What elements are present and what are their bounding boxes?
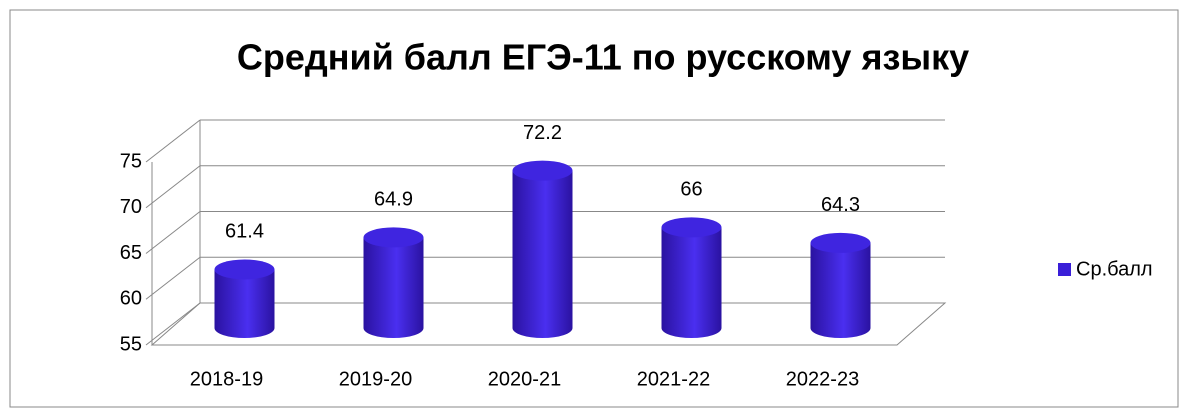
chart-border	[9, 9, 1179, 408]
y-tick-label: 60	[120, 288, 142, 310]
x-tick-label: 2018-19	[190, 368, 263, 390]
bar-top	[363, 227, 424, 248]
bar-top	[661, 217, 722, 238]
grid-line-side	[145, 119, 201, 163]
x-tick-label: 2022-23	[786, 368, 859, 390]
x-tick-label: 2020-21	[488, 368, 561, 390]
bar	[214, 269, 275, 338]
legend-swatch	[1058, 263, 1071, 276]
data-label: 72.2	[523, 122, 562, 144]
bar	[810, 242, 871, 338]
y-tick-label: 75	[120, 150, 142, 172]
bar	[512, 170, 573, 338]
legend-label: Ср.балл	[1076, 258, 1153, 280]
y-tick-label: 70	[120, 196, 142, 218]
bar	[661, 227, 722, 338]
grid-line-side	[145, 302, 201, 346]
data-label: 64.3	[821, 194, 860, 216]
chart-title: Средний балл ЕГЭ-11 по русскому языку	[237, 37, 969, 78]
data-label: 61.4	[225, 221, 264, 243]
data-label: 66	[680, 179, 702, 201]
y-tick-label: 65	[120, 242, 142, 264]
bar	[363, 237, 424, 338]
grid-line-side	[145, 256, 201, 300]
x-tick-label: 2021-22	[637, 368, 710, 390]
grid-line-side	[145, 211, 201, 254]
x-tick-label: 2019-20	[339, 368, 412, 390]
y-tick-label: 55	[120, 333, 142, 355]
grid-line-side	[145, 165, 201, 209]
data-label: 64.9	[374, 189, 413, 211]
bar-top	[214, 259, 275, 280]
bar-top	[512, 160, 573, 181]
bar-top	[810, 232, 871, 253]
